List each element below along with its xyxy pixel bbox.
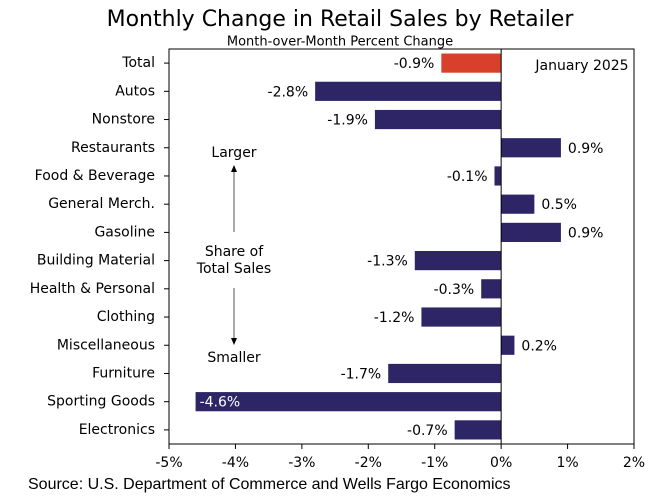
date-label: January 2025: [534, 58, 628, 74]
bar: [501, 222, 561, 242]
value-label: -1.3%: [367, 254, 408, 270]
value-label: -1.7%: [341, 366, 382, 382]
y-tick-label: Nonstore: [92, 112, 155, 128]
bar: [374, 109, 502, 130]
bar: [494, 166, 502, 186]
value-label: 0.2%: [521, 338, 557, 354]
bar: [421, 307, 502, 327]
plot-frame: [168, 48, 635, 445]
annotation-top: Larger: [211, 145, 256, 161]
y-tick-label: Total: [121, 55, 155, 71]
bar: [501, 335, 515, 355]
x-tick-label: -2%: [355, 455, 382, 471]
y-tick-label: Health & Personal: [30, 281, 155, 297]
arrow-head: [231, 338, 237, 345]
y-tick-label: Autos: [115, 83, 155, 99]
y-tick-label: Food & Beverage: [35, 168, 155, 184]
value-label: 0.9%: [568, 225, 604, 241]
annotation-middle: Total Sales: [196, 261, 271, 277]
x-tick-label: -3%: [288, 455, 315, 471]
annotation-middle: Share of: [205, 244, 264, 260]
bar: [315, 81, 502, 101]
source-note: Source: U.S. Department of Commerce and …: [28, 476, 511, 493]
x-tick-label: 0%: [490, 455, 512, 471]
y-tick-label: Sporting Goods: [47, 394, 155, 410]
value-label: -2.8%: [268, 84, 309, 100]
bar: [388, 363, 502, 384]
bar: [501, 194, 535, 214]
bar: [454, 420, 502, 440]
x-tick-label: -1%: [421, 455, 448, 471]
y-tick-label: Miscellaneous: [57, 337, 155, 353]
x-tick-label: -5%: [155, 455, 182, 471]
value-label: -1.9%: [327, 113, 368, 129]
value-label: 0.5%: [541, 197, 577, 213]
chart-title: Monthly Change in Retail Sales by Retail…: [107, 7, 575, 32]
value-label: -1.2%: [374, 310, 415, 326]
value-label: -0.1%: [447, 169, 488, 185]
y-tick-label: Clothing: [97, 309, 155, 325]
value-label: 0.9%: [568, 141, 604, 157]
x-tick-label: 1%: [556, 455, 578, 471]
chart-subtitle: Month-over-Month Percent Change: [227, 35, 453, 50]
arrow-head: [231, 165, 237, 172]
y-tick-label: General Merch.: [48, 196, 155, 212]
bar: [441, 53, 502, 73]
y-tick-label: Restaurants: [71, 140, 155, 156]
y-tick-label: Gasoline: [94, 224, 155, 240]
y-tick-label: Building Material: [37, 253, 155, 269]
annotation-bottom: Smaller: [207, 350, 260, 366]
bar: [195, 392, 502, 412]
bar: [501, 138, 561, 158]
y-tick-label: Furniture: [92, 365, 155, 381]
bar: [414, 251, 502, 271]
value-label: -4.6%: [200, 395, 241, 411]
value-label: -0.7%: [407, 423, 448, 439]
value-label: -0.3%: [434, 282, 475, 298]
x-tick-label: 2%: [623, 455, 645, 471]
bar: [481, 279, 502, 299]
x-tick-label: -4%: [222, 455, 249, 471]
value-label: -0.9%: [394, 56, 435, 72]
y-tick-label: Electronics: [79, 422, 155, 438]
